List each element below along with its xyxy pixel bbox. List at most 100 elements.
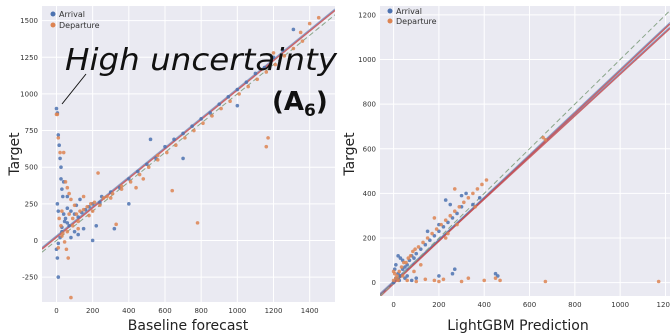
arrival-point	[181, 131, 185, 136]
departure-point	[81, 207, 86, 212]
departure-point	[473, 204, 477, 209]
departure-point	[237, 92, 241, 96]
departure-point	[64, 247, 69, 252]
y-tick-label: 500	[25, 164, 38, 172]
arrival-point	[280, 48, 285, 52]
departure-point	[271, 51, 276, 55]
y-tick-label: -250	[22, 274, 38, 282]
diagonal-reference-line	[42, 14, 335, 253]
departure-point	[56, 245, 61, 250]
x-tick-label: 1000	[611, 301, 629, 309]
arrival-point	[217, 102, 222, 106]
departure-point	[119, 187, 124, 191]
departure-point	[455, 222, 459, 227]
departure-point	[480, 182, 484, 187]
y-tick-label: 1250	[20, 54, 38, 62]
departure-point	[462, 200, 466, 205]
y-tick-label: 400	[363, 190, 376, 198]
departure-point	[416, 245, 421, 249]
arrival-point	[425, 229, 430, 234]
departure-point	[128, 180, 133, 184]
arrival-point	[98, 200, 102, 205]
arrival-point	[145, 162, 149, 167]
legend-label-arrival: Arrival	[396, 7, 422, 16]
departure-point	[70, 224, 75, 228]
arrival-point	[65, 206, 70, 211]
departure-point	[396, 278, 400, 283]
arrival-point	[76, 215, 80, 219]
arrival-point	[199, 117, 203, 121]
y-tick-label: 200	[363, 235, 376, 243]
departure-point	[78, 209, 82, 213]
arrival-point	[464, 191, 468, 196]
x-tick-label: 1400	[301, 307, 319, 315]
departure-point	[155, 158, 160, 162]
arrival-point	[62, 219, 67, 224]
departure-point	[399, 265, 404, 269]
arrival-point	[437, 229, 441, 234]
arrival-point	[396, 254, 400, 258]
arrival-point	[262, 65, 267, 70]
arrival-point	[56, 133, 61, 137]
legend-label-departure: Departure	[59, 21, 100, 30]
departure-point	[543, 138, 548, 142]
arrival-point	[253, 71, 258, 76]
departure-point	[452, 187, 457, 191]
departure-point	[298, 30, 303, 35]
legend-baseline: Arrival Departure	[50, 10, 100, 30]
departure-point	[264, 144, 269, 149]
departure-point	[392, 271, 397, 276]
departure-point	[155, 153, 160, 158]
arrival-point	[414, 251, 419, 256]
y-tick-label: 250	[25, 200, 38, 208]
departure-point	[76, 219, 80, 224]
x-tick-label: 200	[86, 307, 99, 315]
departure-point	[60, 209, 64, 213]
arrival-point	[459, 193, 464, 198]
annotation-high-uncertainty: High uncertainty (A6)	[61, 43, 338, 121]
y-tick-label: 1200	[358, 11, 376, 19]
departure-point	[174, 143, 178, 148]
y-axis-label: Target	[7, 132, 23, 177]
departure-point	[89, 202, 93, 206]
departure-point	[70, 216, 75, 221]
arrival-point	[235, 87, 240, 92]
arrival-point	[127, 202, 131, 206]
arrival-point	[63, 216, 68, 221]
departure-point	[219, 106, 223, 111]
departure-point	[67, 191, 71, 196]
departure-point	[484, 178, 489, 182]
departure-point	[316, 15, 321, 20]
departure-point	[110, 191, 115, 196]
arrival-point	[405, 274, 409, 278]
y-tick-label: 0	[34, 237, 38, 245]
departure-point	[418, 262, 423, 267]
departure-point	[421, 240, 425, 245]
arrival-point	[423, 242, 428, 247]
arrival-point	[443, 198, 448, 202]
departure-point	[61, 150, 66, 155]
arrival-point	[136, 169, 140, 174]
arrival-point	[60, 194, 65, 199]
departure-point	[457, 204, 462, 209]
departure-point	[273, 62, 278, 67]
arrival-point	[61, 212, 66, 216]
departure-point	[92, 200, 97, 205]
departure-point	[137, 172, 142, 177]
departure-point	[475, 187, 480, 191]
x-tick-label: 0	[391, 301, 395, 309]
departure-point	[404, 260, 408, 265]
departure-point	[255, 77, 260, 82]
departure-point	[394, 276, 398, 280]
annotation-pointer	[61, 73, 87, 105]
y-tick-labels: 0 200 400 600 800 1000 1200	[358, 11, 376, 287]
arrival-point	[181, 156, 185, 161]
grid-lines	[380, 6, 670, 296]
arrival-point	[78, 197, 82, 202]
departure-point	[471, 191, 475, 196]
departure-point	[412, 269, 416, 274]
departure-point	[408, 254, 413, 258]
y-tick-label: 750	[25, 127, 38, 135]
arrival-point	[90, 238, 95, 243]
departure-point	[466, 196, 471, 200]
